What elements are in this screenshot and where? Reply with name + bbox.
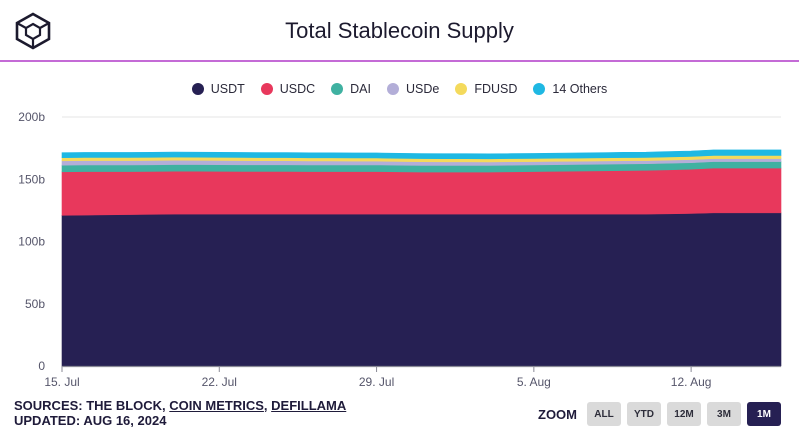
legend-item-usdc[interactable]: USDC	[260, 82, 316, 96]
updated-date: UPDATED: AUG 16, 2024	[14, 413, 167, 428]
legend-item-dai[interactable]: DAI	[331, 82, 371, 96]
sources-block: SOURCES: THE BLOCK, COIN METRICS, DEFILL…	[14, 398, 346, 428]
legend-dot-icon	[387, 83, 399, 95]
zoom-label: ZOOM	[538, 406, 577, 422]
x-tick-label: 15. Jul	[44, 375, 79, 389]
y-tick-label: 100b	[18, 235, 45, 249]
zoom-all-button[interactable]: ALL	[587, 402, 621, 426]
legend-dot-icon	[331, 83, 344, 95]
legend-dot-icon	[533, 83, 546, 95]
title-divider	[0, 60, 799, 62]
zoom-12m-button[interactable]: 12M	[667, 402, 701, 426]
zoom-3m-button[interactable]: 3M	[707, 402, 741, 426]
sources-line: SOURCES: THE BLOCK, COIN METRICS, DEFILL…	[14, 398, 346, 413]
y-tick-label: 150b	[18, 172, 45, 186]
legend-label: USDT	[210, 82, 245, 96]
x-tick-label: 5. Aug	[517, 375, 551, 389]
source-link-defillama[interactable]: DEFILLAMA	[271, 398, 347, 413]
zoom-ytd-button[interactable]: YTD	[627, 402, 661, 426]
sources-prefix: SOURCES: THE BLOCK,	[14, 398, 170, 413]
legend-dot-icon	[260, 83, 273, 95]
sources-separator: ,	[263, 398, 272, 413]
chart-legend: USDT USDC DAI USDe FDUSD 14 Others	[0, 82, 799, 96]
x-tick-label: 29. Jul	[359, 375, 394, 389]
x-tick-label: 22. Jul	[202, 375, 237, 389]
x-tick-label: 12. Aug	[671, 375, 712, 389]
legend-item-14-others[interactable]: 14 Others	[533, 82, 607, 96]
area-series-usdt[interactable]	[61, 212, 782, 367]
y-tick-label: 0	[38, 359, 45, 373]
legend-item-usdt[interactable]: USDT	[191, 82, 245, 96]
y-tick-label: 50b	[25, 297, 45, 311]
page-title: Total Stablecoin Supply	[285, 18, 514, 43]
legend-label: FDUSD	[474, 82, 518, 96]
y-tick-label: 200b	[18, 110, 45, 124]
zoom-controls: ZOOM ALL YTD 12M 3M 1M	[538, 402, 781, 426]
zoom-1m-button[interactable]: 1M	[747, 402, 781, 426]
legend-label: DAI	[350, 82, 371, 96]
area-series-usdc[interactable]	[61, 167, 782, 216]
source-link-coin-metrics[interactable]: COIN METRICS	[169, 398, 264, 413]
legend-label: 14 Others	[552, 82, 608, 96]
legend-dot-icon	[455, 83, 468, 95]
the-block-logo-icon	[15, 12, 51, 50]
legend-item-fdusd[interactable]: FDUSD	[455, 82, 517, 96]
area-series-14-others[interactable]	[61, 149, 782, 160]
legend-label: USDC	[279, 82, 316, 96]
legend-label: USDe	[406, 82, 440, 96]
legend-dot-icon	[191, 83, 204, 95]
legend-item-usde[interactable]: USDe	[387, 82, 439, 96]
stacked-area-chart: 0 50b 100b 150b 200b 15. Jul 22. Jul 29. Jul 5. …	[18, 110, 782, 389]
